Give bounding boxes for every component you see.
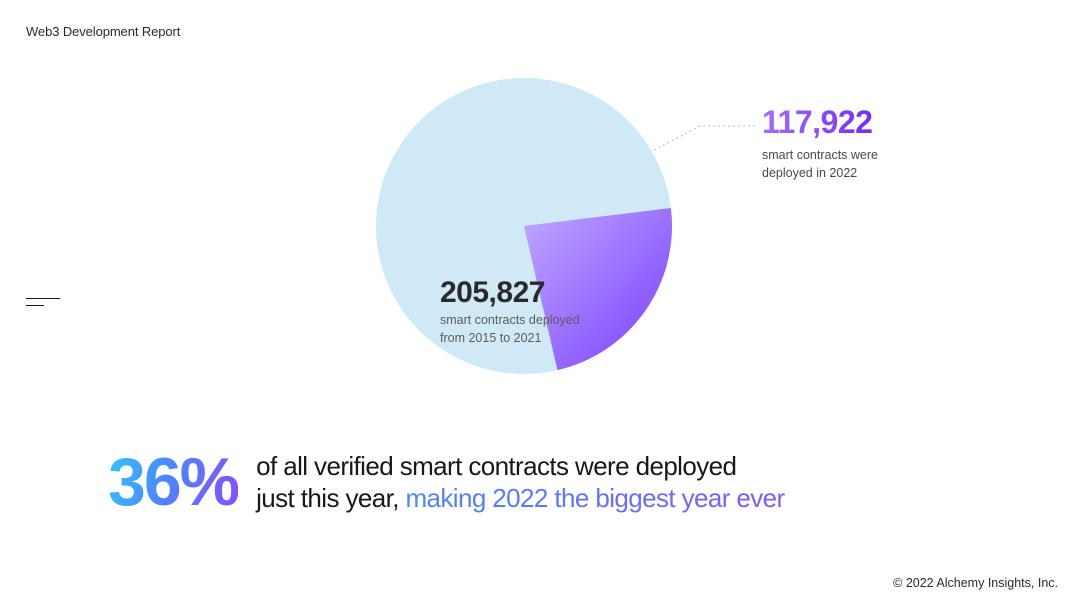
report-title: Web3 Development Report: [26, 24, 180, 39]
side-rule-decoration: [26, 298, 60, 306]
callout-2022-text: smart contracts weredeployed in 2022: [762, 147, 878, 182]
headline-percent: 36%: [108, 448, 238, 516]
headline-line2-plain: just this year,: [256, 483, 405, 513]
inner-number: 205,827: [440, 276, 580, 310]
callout-2022-number: 117,922: [762, 104, 878, 141]
copyright-footer: © 2022 Alchemy Insights, Inc.: [893, 576, 1058, 590]
headline-line2-highlight: making 2022 the biggest year ever: [405, 483, 784, 513]
headline-line1: of all verified smart contracts were dep…: [256, 450, 784, 483]
headline-lines: of all verified smart contracts were dep…: [256, 450, 784, 515]
callout-2022: 117,922 smart contracts weredeployed in …: [762, 104, 878, 182]
headline-line2: just this year, making 2022 the biggest …: [256, 482, 784, 515]
slide-stage: Web3 Development Report 117,922 smart co…: [0, 0, 1080, 608]
headline: 36% of all verified smart contracts were…: [108, 448, 785, 516]
inner-label-2015-2021: 205,827 smart contracts deployedfrom 201…: [440, 276, 580, 347]
inner-text: smart contracts deployedfrom 2015 to 202…: [440, 312, 580, 347]
callout-connector: [654, 120, 774, 160]
